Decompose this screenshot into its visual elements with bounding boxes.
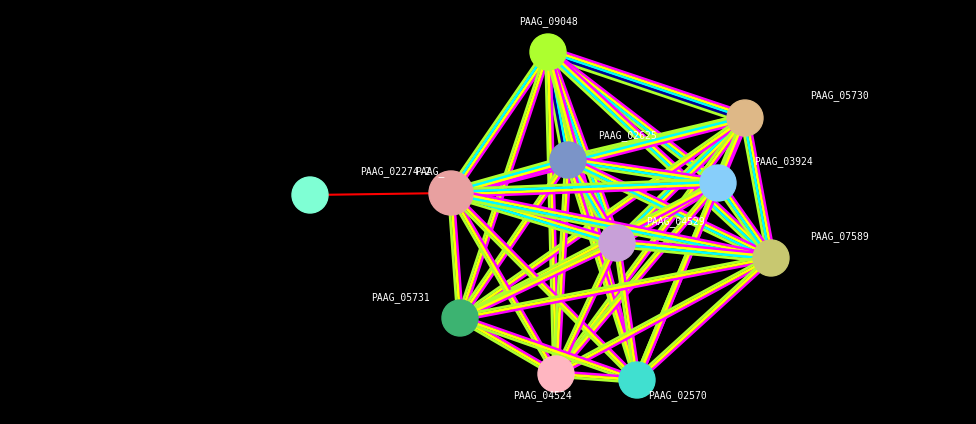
Circle shape xyxy=(442,300,478,336)
Circle shape xyxy=(727,100,763,136)
Text: PAAG_02625: PAAG_02625 xyxy=(598,131,657,142)
Text: PAAG_05731: PAAG_05731 xyxy=(371,293,429,304)
Text: PAAG_07589: PAAG_07589 xyxy=(810,232,869,243)
Text: PAAG_04524: PAAG_04524 xyxy=(512,391,571,402)
Circle shape xyxy=(550,142,586,178)
Circle shape xyxy=(599,225,635,261)
Circle shape xyxy=(753,240,789,276)
Circle shape xyxy=(530,34,566,70)
Circle shape xyxy=(429,171,473,215)
Text: PAAG_03924: PAAG_03924 xyxy=(754,156,813,167)
Circle shape xyxy=(700,165,736,201)
Circle shape xyxy=(619,362,655,398)
Text: PAAG_05730: PAAG_05730 xyxy=(810,91,869,101)
Text: PAAG_: PAAG_ xyxy=(416,167,445,178)
Text: PAAG_02570: PAAG_02570 xyxy=(648,391,707,402)
Circle shape xyxy=(292,177,328,213)
Text: PAAG_09048: PAAG_09048 xyxy=(518,17,578,28)
Circle shape xyxy=(538,356,574,392)
Text: PAAG_02274-2: PAAG_02274-2 xyxy=(360,167,430,178)
Text: PAAG_04529: PAAG_04529 xyxy=(646,217,705,227)
